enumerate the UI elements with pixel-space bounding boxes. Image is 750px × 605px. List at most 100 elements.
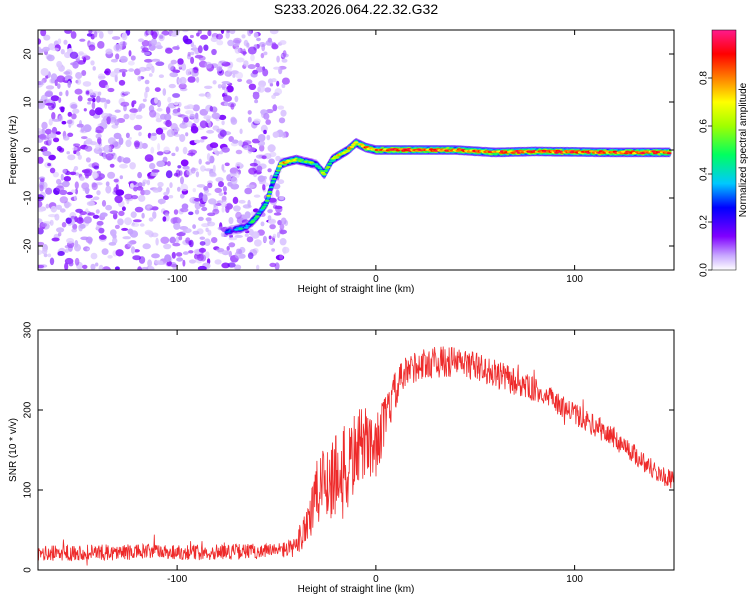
noise-blob — [76, 78, 82, 85]
noise-blob — [148, 73, 153, 77]
noise-blob — [221, 164, 225, 171]
noise-blob — [254, 99, 259, 104]
noise-blob — [194, 139, 201, 144]
noise-blob — [162, 156, 168, 162]
noise-blob — [155, 117, 162, 123]
noise-blob — [269, 239, 274, 245]
noise-blob — [234, 264, 242, 270]
noise-blob — [230, 176, 238, 185]
noise-blob — [220, 232, 225, 238]
noise-blob — [144, 229, 153, 236]
noise-blob — [113, 68, 122, 74]
noise-blob — [47, 163, 51, 167]
y-tick-label: -10 — [23, 190, 34, 205]
noise-blob — [248, 83, 257, 91]
noise-blob — [266, 109, 274, 114]
noise-blob — [216, 247, 225, 253]
noise-blob — [109, 210, 119, 215]
noise-blob — [114, 119, 120, 126]
noise-blob — [120, 101, 130, 107]
noise-blob — [44, 91, 53, 97]
noise-blob — [118, 137, 124, 146]
noise-blob — [282, 246, 287, 255]
noise-blob — [276, 80, 280, 87]
noise-blob — [165, 47, 173, 54]
ridge-mark — [264, 199, 270, 202]
noise-blob — [228, 242, 236, 248]
noise-blob — [247, 199, 251, 208]
noise-blob — [279, 238, 287, 246]
noise-blob — [98, 31, 104, 39]
noise-blob — [74, 257, 80, 266]
noise-blob — [277, 105, 285, 110]
noise-blob — [264, 87, 272, 93]
noise-blob — [83, 108, 87, 112]
noise-blob — [81, 169, 91, 174]
noise-blob — [84, 145, 93, 152]
noise-blob — [86, 201, 95, 207]
noise-blob — [228, 217, 234, 225]
noise-blob — [219, 200, 228, 204]
noise-blob — [121, 71, 126, 78]
noise-blob — [180, 176, 184, 185]
noise-blob — [71, 228, 78, 233]
noise-blob — [263, 51, 268, 56]
noise-blob — [267, 168, 272, 173]
noise-blob — [247, 110, 252, 115]
noise-blob — [64, 30, 72, 34]
noise-blob — [203, 186, 209, 191]
noise-blob — [151, 206, 159, 211]
noise-blob — [282, 50, 287, 58]
noise-blob — [151, 232, 159, 238]
noise-blob — [115, 249, 124, 257]
noise-blob — [180, 193, 185, 199]
noise-blob — [69, 171, 77, 176]
noise-blob — [273, 92, 280, 96]
noise-blob — [194, 209, 200, 215]
noise-blob — [81, 55, 91, 61]
noise-blob — [199, 241, 206, 246]
noise-blob — [269, 30, 279, 35]
noise-blob — [205, 161, 211, 165]
noise-blob — [151, 253, 160, 259]
noise-blob — [225, 205, 230, 213]
noise-blob — [66, 191, 74, 195]
noise-blob — [83, 124, 92, 133]
noise-blob — [219, 150, 223, 155]
noise-blob — [127, 241, 133, 248]
noise-blob — [192, 230, 200, 235]
noise-blob — [241, 51, 248, 55]
noise-blob — [203, 44, 209, 51]
noise-blob — [198, 192, 204, 200]
noise-blob — [207, 182, 213, 189]
noise-blob — [244, 233, 249, 237]
noise-blob — [79, 176, 85, 181]
noise-blob — [138, 131, 142, 137]
noise-blob — [268, 158, 275, 165]
noise-blob — [182, 146, 188, 155]
noise-blob — [85, 157, 91, 163]
noise-blob — [58, 91, 63, 97]
noise-blob — [159, 35, 164, 39]
noise-blob — [76, 217, 84, 224]
noise-blob — [183, 116, 189, 123]
noise-blob — [234, 234, 243, 238]
noise-blob — [206, 153, 211, 161]
noise-blob — [61, 221, 67, 228]
noise-blob — [164, 212, 170, 217]
noise-blob — [279, 223, 285, 230]
y-tick-label: 10 — [23, 96, 34, 108]
ridge-mark — [257, 210, 263, 213]
noise-blob — [235, 149, 243, 155]
ridge-mark — [273, 174, 278, 177]
noise-blob — [221, 146, 230, 153]
noise-blob — [215, 177, 224, 183]
noise-blob — [69, 51, 79, 59]
noise-blob — [260, 221, 265, 227]
noise-blob — [66, 151, 70, 155]
noise-blob — [206, 92, 212, 100]
noise-blob — [141, 40, 150, 47]
noise-blob — [127, 60, 135, 66]
noise-blob — [180, 159, 189, 167]
noise-blob — [144, 51, 151, 56]
